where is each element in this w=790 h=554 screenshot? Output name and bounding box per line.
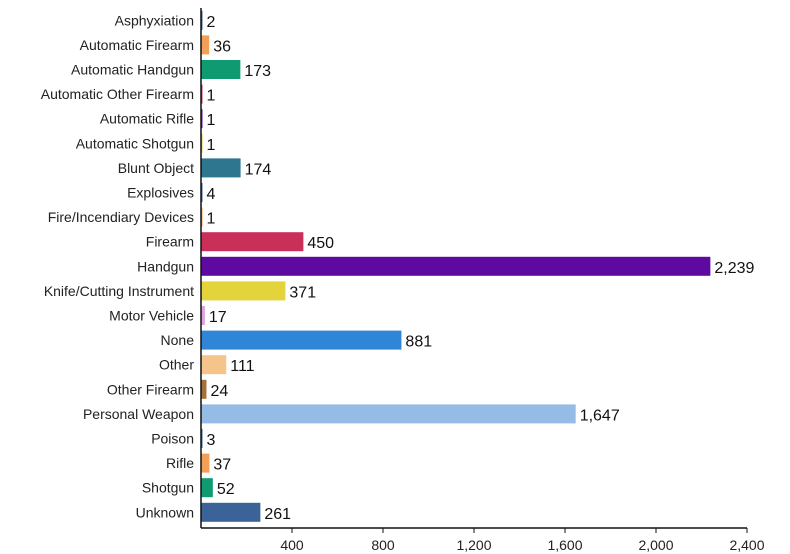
category-label-fire-incendiary-devices: Fire/Incendiary Devices [48, 209, 194, 225]
value-label-automatic-rifle: 1 [207, 112, 216, 129]
bar-shotgun [201, 478, 213, 498]
value-labels: 236173111174414502,23937117881111241,647… [207, 14, 755, 523]
bar-personal-weapon [201, 404, 576, 424]
value-label-fire-incendiary-devices: 1 [207, 211, 216, 228]
value-label-shotgun: 52 [217, 481, 235, 498]
bar-other [201, 355, 227, 375]
bar-none [201, 330, 402, 350]
value-label-explosives: 4 [207, 186, 216, 203]
category-labels: Asphyxiation Automatic Firearm Automatic H… [41, 12, 195, 520]
bar-other-firearm [201, 379, 207, 399]
x-tick-label-2400: 2,400 [729, 537, 764, 553]
bar-automatic-firearm [201, 35, 210, 55]
category-label-unknown: Unknown [136, 504, 194, 520]
bar-automatic-handgun [201, 60, 241, 79]
value-label-other-firearm: 24 [210, 383, 228, 400]
bar-blunt-object [201, 158, 241, 178]
category-label-other-firearm: Other Firearm [107, 381, 194, 397]
category-label-motor-vehicle: Motor Vehicle [109, 308, 194, 324]
value-label-firearm: 450 [307, 235, 334, 252]
category-label-shotgun: Shotgun [142, 480, 194, 496]
value-label-personal-weapon: 1,647 [580, 407, 620, 424]
category-label-personal-weapon: Personal Weapon [83, 406, 194, 422]
value-label-automatic-firearm: 36 [213, 38, 231, 55]
category-label-automatic-firearm: Automatic Firearm [80, 37, 194, 53]
x-tick-label-800: 800 [371, 537, 395, 553]
value-label-automatic-other-firearm: 1 [207, 88, 216, 105]
bar-unknown [201, 502, 261, 522]
category-label-knife-cutting-instrument: Knife/Cutting Instrument [44, 283, 194, 299]
value-label-motor-vehicle: 17 [209, 309, 227, 326]
category-label-poison: Poison [151, 431, 194, 447]
x-axis-ticks: 400 800 1,200 1,600 2,000 2,400 [280, 528, 765, 553]
value-label-automatic-shotgun: 1 [207, 137, 216, 154]
bar-motor-vehicle [201, 306, 205, 325]
category-label-automatic-handgun: Automatic Handgun [71, 62, 194, 78]
value-label-asphyxiation: 2 [207, 14, 216, 31]
category-label-none: None [161, 332, 195, 348]
value-label-poison: 3 [207, 432, 216, 449]
category-label-explosives: Explosives [127, 185, 194, 201]
value-label-other: 111 [230, 358, 254, 375]
category-label-automatic-shotgun: Automatic Shotgun [76, 135, 194, 151]
bar-handgun [201, 256, 711, 276]
value-label-knife-cutting-instrument: 371 [289, 284, 316, 301]
x-tick-label-2000: 2,000 [638, 537, 673, 553]
category-label-blunt-object: Blunt Object [118, 160, 194, 176]
category-label-asphyxiation: Asphyxiation [115, 12, 194, 28]
x-tick-label-400: 400 [280, 537, 304, 553]
bar-knife-cutting-instrument [201, 281, 286, 301]
value-label-rifle: 37 [213, 457, 231, 474]
category-label-firearm: Firearm [146, 234, 194, 250]
x-tick-label-1600: 1,600 [547, 537, 582, 553]
value-label-blunt-object: 174 [245, 161, 272, 178]
category-label-automatic-rifle: Automatic Rifle [100, 111, 194, 127]
category-label-handgun: Handgun [137, 258, 194, 274]
category-label-rifle: Rifle [166, 455, 194, 471]
bar-rifle [201, 453, 210, 473]
bar-firearm [201, 232, 304, 252]
value-label-unknown: 261 [264, 506, 291, 523]
category-label-automatic-other-firearm: Automatic Other Firearm [41, 86, 194, 102]
bars-layer [201, 10, 711, 522]
value-label-automatic-handgun: 173 [244, 63, 271, 80]
value-label-none: 881 [405, 334, 432, 351]
value-label-handgun: 2,239 [714, 260, 754, 277]
x-tick-label-1200: 1,200 [456, 537, 491, 553]
category-label-other: Other [159, 357, 194, 373]
